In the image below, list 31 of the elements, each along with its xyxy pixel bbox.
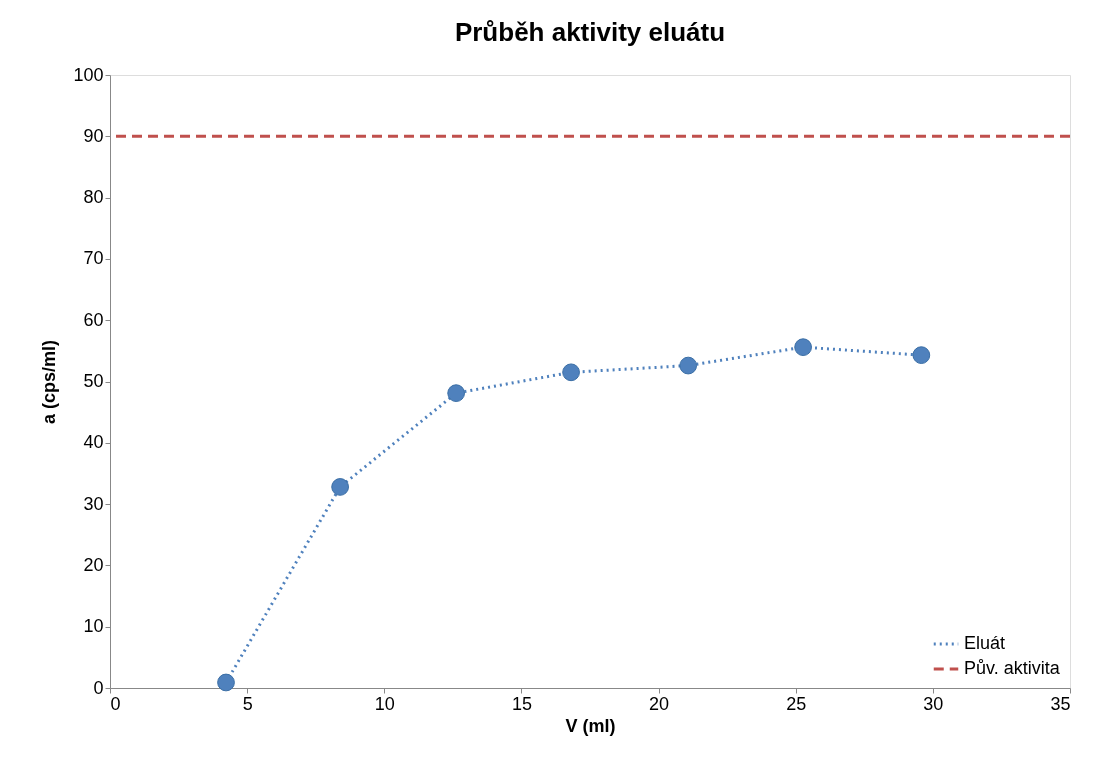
y-tick-label: 90 [83, 125, 104, 146]
x-tick-label: 0 [110, 693, 121, 714]
point [794, 338, 812, 357]
point [562, 363, 580, 382]
x-tick-label: 30 [923, 693, 944, 714]
x-tick-label: 35 [1050, 693, 1071, 714]
x-tick-label: 5 [242, 693, 253, 714]
y-tick-label: 100 [73, 64, 104, 85]
point [217, 673, 235, 692]
y-tick-label: 60 [83, 309, 104, 330]
y-tick-label: 80 [83, 187, 104, 208]
x-tick-label: 20 [649, 693, 670, 714]
y-tick-label: 20 [83, 554, 104, 575]
y-tick-label: 0 [93, 677, 104, 698]
point [912, 346, 931, 364]
x-tick-label: 25 [786, 693, 807, 714]
y-axis-title: a (cps/ml) [39, 339, 60, 425]
x-tick-label: 10 [374, 693, 395, 714]
x-axis-title: V (ml) [565, 715, 616, 736]
y-tick-label: 70 [83, 248, 104, 269]
legend-label: Eluát [964, 633, 1006, 653]
point [447, 384, 466, 402]
legend-label: Pův. aktivita [964, 658, 1061, 678]
y-tick-label: 30 [83, 493, 104, 514]
y-tick-label: 40 [83, 432, 104, 453]
point [331, 478, 349, 496]
chart-title: Průběh aktivity eluátu [454, 17, 726, 47]
y-tick-label: 50 [83, 371, 104, 391]
y-tick-label: 10 [83, 616, 104, 637]
point [679, 356, 698, 375]
x-tick-label: 15 [511, 693, 532, 714]
